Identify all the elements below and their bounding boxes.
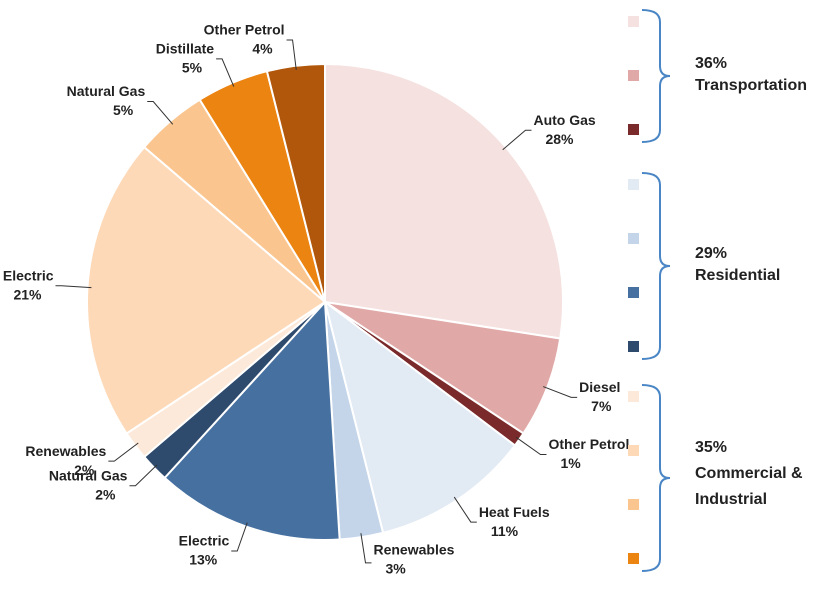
- legend-group-name: Transportation: [695, 77, 807, 94]
- slice-value: 7%: [591, 398, 612, 414]
- legend-group-value: 36%: [695, 55, 727, 72]
- slice-label: Natural Gas: [49, 467, 128, 483]
- legend-swatch: [628, 287, 639, 298]
- leader-line: [108, 442, 139, 462]
- slice-label: Renewables: [25, 443, 106, 459]
- legend-swatch: [628, 553, 639, 564]
- slice-value: 21%: [13, 286, 42, 302]
- leader-line: [231, 522, 248, 552]
- slice-value: 4%: [252, 41, 273, 57]
- slice-label: Heat Fuels: [479, 504, 550, 520]
- slice-value: 5%: [182, 60, 203, 76]
- legend-brace: [641, 9, 671, 143]
- slice-value: 1%: [560, 455, 581, 471]
- legend-swatch: [628, 391, 639, 402]
- leader-line: [147, 101, 174, 125]
- leader-line: [216, 58, 235, 87]
- slice-label: Natural Gas: [67, 83, 146, 99]
- leader-line: [502, 129, 532, 151]
- slice-label: Other Petrol: [548, 436, 629, 452]
- slice-value: 3%: [385, 561, 406, 577]
- slice-label: Other Petrol: [204, 22, 285, 38]
- leader-line: [515, 436, 547, 456]
- leader-line: [453, 496, 477, 523]
- leader-line: [286, 39, 297, 70]
- legend-swatch: [628, 124, 639, 135]
- legend-swatch: [628, 499, 639, 510]
- slice-label: Renewables: [373, 542, 454, 558]
- slice-value: 2%: [74, 462, 95, 478]
- slice-label: Electric: [3, 267, 54, 283]
- legend-group-value: 35%: [695, 439, 727, 456]
- legend-swatch: [628, 16, 639, 27]
- leader-line: [55, 285, 92, 289]
- legend-group-name: Commercial & Industrial: [695, 465, 803, 508]
- legend-swatch: [628, 233, 639, 244]
- slice-value: 28%: [545, 131, 574, 147]
- legend-brace: [641, 384, 671, 572]
- leader-line: [543, 386, 578, 398]
- slice-value: 5%: [113, 102, 134, 118]
- legend-group-value: 29%: [695, 245, 727, 262]
- legend-group-name: Residential: [695, 267, 780, 284]
- pie-slice: [324, 62, 564, 340]
- legend-swatch: [628, 179, 639, 190]
- slice-label: Auto Gas: [533, 112, 595, 128]
- leader-line: [129, 464, 158, 487]
- slice-value: 11%: [491, 523, 519, 539]
- slice-label: Electric: [179, 533, 230, 549]
- slice-label: Diesel: [579, 379, 620, 395]
- leader-line: [360, 533, 372, 564]
- slice-value: 13%: [189, 552, 218, 568]
- legend-swatch: [628, 341, 639, 352]
- legend-brace: [641, 172, 671, 360]
- slice-value: 2%: [95, 486, 116, 502]
- legend-swatch: [628, 70, 639, 81]
- legend-swatch: [628, 445, 639, 456]
- slice-label: Distillate: [156, 41, 215, 57]
